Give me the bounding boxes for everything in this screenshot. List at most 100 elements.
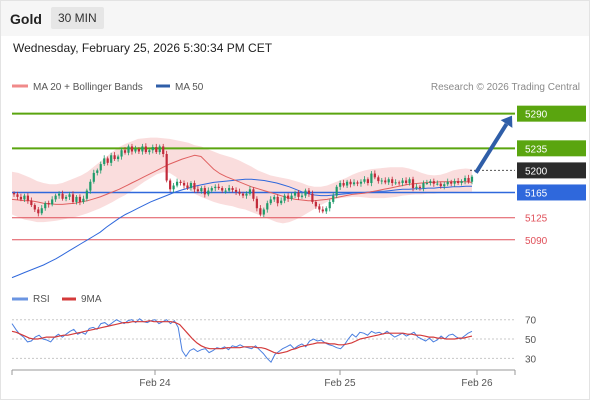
ma20-line [11, 154, 473, 205]
candle [266, 203, 269, 210]
candle [16, 194, 19, 197]
rsi-line [11, 318, 473, 364]
candle [130, 146, 134, 152]
candle [207, 190, 210, 195]
resistance-label-5235: 5235 [525, 144, 548, 155]
candle [401, 180, 404, 184]
bollinger-band [12, 137, 472, 224]
candle [217, 186, 220, 189]
candle [418, 186, 422, 189]
instrument-title: Gold [10, 11, 42, 27]
rsi-tick-label-30: 30 [525, 354, 537, 365]
rsi-ma-line [11, 320, 473, 355]
candle [169, 180, 172, 190]
candle [96, 170, 99, 173]
candle [200, 188, 203, 192]
candle [377, 177, 380, 182]
candle [467, 177, 470, 182]
candle [335, 186, 338, 196]
candle [158, 146, 161, 153]
candle [71, 194, 75, 202]
candle [99, 164, 102, 171]
candle [144, 146, 147, 153]
candle [23, 195, 26, 200]
candle [293, 192, 297, 196]
candle [224, 190, 227, 192]
candle [391, 179, 394, 184]
candle [12, 193, 16, 195]
candle [78, 196, 82, 202]
candle [339, 183, 342, 187]
candle [429, 181, 432, 184]
candle [228, 188, 231, 191]
candle [203, 188, 206, 195]
candle [436, 183, 439, 185]
candle [318, 206, 321, 210]
candle [352, 182, 356, 185]
candle [269, 199, 272, 204]
candle [290, 195, 293, 199]
candle [370, 173, 373, 184]
support-label-5125: 5125 [525, 214, 548, 225]
candle [19, 196, 23, 200]
candle [30, 200, 33, 206]
candle [162, 146, 165, 155]
x-tick-label: Feb 24 [139, 378, 171, 389]
candle [165, 154, 168, 181]
candle [398, 182, 401, 184]
legend-rsi-ma-label: 9MA [81, 294, 102, 305]
candle [387, 179, 390, 183]
candle [422, 183, 425, 189]
candle [210, 188, 213, 191]
candle [283, 195, 286, 201]
candle [332, 195, 335, 202]
candle [252, 189, 255, 199]
candle [297, 192, 300, 197]
candle [411, 179, 415, 189]
timeframe-badge[interactable]: 30 MIN [51, 7, 104, 29]
candle [103, 158, 106, 165]
candle [342, 183, 345, 186]
candle [321, 209, 324, 212]
legend-ma50-label: MA 50 [175, 82, 204, 93]
candle [446, 181, 449, 185]
candle [89, 181, 92, 191]
candle [148, 150, 151, 153]
candle [262, 209, 265, 215]
candle [356, 182, 359, 184]
chart-datetime: Wednesday, February 25, 2026 5:30:34 PM … [13, 41, 273, 55]
x-tick-label: Feb 25 [324, 378, 356, 389]
candle [116, 156, 120, 160]
x-tick-label: Feb 26 [461, 378, 493, 389]
candle [394, 182, 397, 184]
candle [33, 205, 36, 210]
pivot-label: 5165 [525, 188, 548, 199]
copyright: Research © 2026 Trading Central [431, 82, 580, 93]
candle [314, 201, 317, 207]
candle [134, 148, 137, 152]
candle [404, 180, 408, 184]
candle [189, 183, 193, 189]
candle [137, 148, 141, 152]
candle [193, 183, 196, 190]
candle [432, 181, 435, 184]
forecast-arrow-head [500, 115, 513, 128]
candle [85, 190, 88, 199]
candle [113, 155, 116, 160]
candle [280, 200, 283, 204]
candle [443, 184, 446, 187]
support-label-5090: 5090 [525, 236, 548, 247]
candle [328, 201, 331, 209]
current-price-label: 5200 [525, 166, 548, 177]
candle [349, 181, 352, 185]
candle [463, 177, 467, 182]
candle [26, 195, 29, 201]
candle [307, 190, 311, 194]
candle [92, 172, 95, 182]
candle [58, 193, 61, 196]
legend-rsi-label: RSI [33, 294, 50, 305]
candle [380, 180, 383, 182]
candle [345, 181, 349, 186]
candle [408, 179, 411, 184]
